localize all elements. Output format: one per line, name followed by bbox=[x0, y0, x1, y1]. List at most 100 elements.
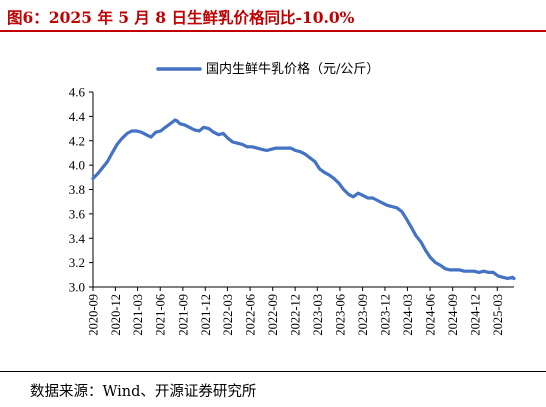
x-tick-label: 2023-06 bbox=[333, 294, 347, 336]
footer-divider bbox=[0, 371, 546, 372]
data-point bbox=[477, 271, 481, 274]
data-point bbox=[139, 130, 143, 134]
data-point bbox=[342, 188, 345, 191]
data-point bbox=[91, 177, 95, 180]
x-tick-label: 2022-06 bbox=[244, 294, 258, 336]
data-point bbox=[371, 196, 375, 200]
chart-title: 图6：2025 年 5 月 8 日生鲜乳价格同比-10.0% bbox=[7, 8, 355, 27]
data-point bbox=[176, 119, 179, 123]
data-point bbox=[434, 261, 437, 264]
x-tick-label: 2024-06 bbox=[424, 294, 438, 336]
y-tick-label: 4.2 bbox=[69, 133, 85, 148]
data-point bbox=[110, 151, 114, 155]
data-point bbox=[178, 122, 182, 126]
source-note: 数据来源：Wind、开源证券研究所 bbox=[30, 384, 257, 400]
data-point bbox=[390, 205, 394, 209]
x-tick-label: 2024-09 bbox=[446, 294, 460, 336]
data-point bbox=[221, 132, 225, 135]
data-point bbox=[269, 147, 273, 151]
data-point bbox=[376, 199, 379, 202]
data-point bbox=[274, 146, 278, 150]
data-point bbox=[217, 133, 221, 137]
y-tick-label: 4.0 bbox=[69, 158, 85, 173]
data-point bbox=[318, 167, 321, 171]
y-tick-label: 4.4 bbox=[69, 109, 86, 124]
data-point bbox=[231, 140, 235, 144]
y-tick-label: 3.8 bbox=[69, 182, 85, 197]
y-tick-label: 3.2 bbox=[69, 255, 85, 270]
data-point bbox=[115, 143, 119, 146]
data-point bbox=[313, 160, 317, 163]
data-point bbox=[120, 136, 124, 140]
axes bbox=[92, 92, 514, 288]
y-tick-label: 3.4 bbox=[69, 231, 86, 246]
data-point bbox=[351, 195, 355, 199]
data-point bbox=[438, 263, 442, 267]
data-point bbox=[255, 146, 259, 150]
data-point bbox=[380, 201, 384, 205]
data-point bbox=[197, 129, 201, 133]
data-point bbox=[496, 274, 500, 278]
data-point bbox=[395, 206, 399, 210]
y-tick-label: 4.6 bbox=[69, 85, 86, 100]
data-point bbox=[173, 118, 177, 122]
x-tick-label: 2022-12 bbox=[289, 294, 303, 336]
legend: 国内生鲜牛乳价格（元/公斤） bbox=[156, 61, 379, 77]
data-point bbox=[106, 160, 109, 163]
data-point bbox=[487, 271, 490, 274]
x-tick-label: 2024-03 bbox=[401, 294, 415, 336]
x-tick-label: 2023-12 bbox=[378, 294, 392, 336]
data-point bbox=[501, 275, 505, 279]
data-point bbox=[458, 268, 461, 272]
data-point bbox=[96, 172, 100, 176]
x-tick-label: 2022-09 bbox=[266, 294, 280, 336]
data-point bbox=[101, 166, 104, 170]
data-point bbox=[347, 193, 350, 196]
data-point bbox=[183, 123, 187, 127]
data-point bbox=[187, 125, 191, 129]
data-point bbox=[125, 132, 129, 135]
data-point bbox=[164, 125, 167, 129]
data-point bbox=[482, 269, 486, 273]
x-tick-label: 2020-09 bbox=[87, 294, 101, 336]
y-tick-label: 3.6 bbox=[69, 206, 86, 221]
data-point bbox=[245, 145, 249, 149]
data-point bbox=[192, 128, 196, 132]
x-tick-label: 2021-12 bbox=[199, 294, 213, 336]
data-point bbox=[453, 268, 457, 272]
x-tick-label: 2021-03 bbox=[131, 294, 145, 336]
data-point bbox=[207, 127, 211, 130]
data-point bbox=[159, 129, 163, 133]
y-tick-label: 3.0 bbox=[69, 280, 85, 295]
data-point bbox=[298, 150, 302, 154]
data-point bbox=[506, 277, 510, 280]
data-point bbox=[424, 249, 427, 252]
data-point bbox=[279, 146, 283, 150]
data-point bbox=[168, 122, 172, 126]
x-axis-ticks: 2020-09 2020-12 2021-03 2021-06 2021-09 2021-… bbox=[87, 287, 505, 336]
title-divider bbox=[0, 30, 546, 32]
data-point bbox=[130, 129, 134, 133]
data-point bbox=[154, 130, 158, 134]
data-point bbox=[337, 182, 341, 185]
data-point bbox=[332, 177, 336, 180]
data-point bbox=[443, 267, 447, 271]
data-point bbox=[144, 133, 148, 137]
x-tick-label: 2021-06 bbox=[154, 294, 168, 336]
data-point bbox=[149, 135, 153, 139]
data-point bbox=[462, 269, 466, 273]
data-point bbox=[308, 156, 312, 160]
x-tick-label: 2024-12 bbox=[469, 294, 483, 336]
series-layer bbox=[91, 118, 516, 281]
data-point bbox=[472, 269, 476, 273]
data-point bbox=[356, 191, 360, 195]
data-point bbox=[323, 171, 326, 174]
data-point bbox=[135, 129, 139, 133]
x-tick-label: 2025-03 bbox=[491, 294, 505, 336]
x-tick-label: 2023-09 bbox=[356, 294, 370, 336]
data-point bbox=[202, 125, 206, 129]
data-point bbox=[226, 136, 230, 140]
x-tick-label: 2020-12 bbox=[109, 294, 123, 336]
data-point bbox=[409, 225, 413, 229]
data-point bbox=[448, 268, 452, 272]
